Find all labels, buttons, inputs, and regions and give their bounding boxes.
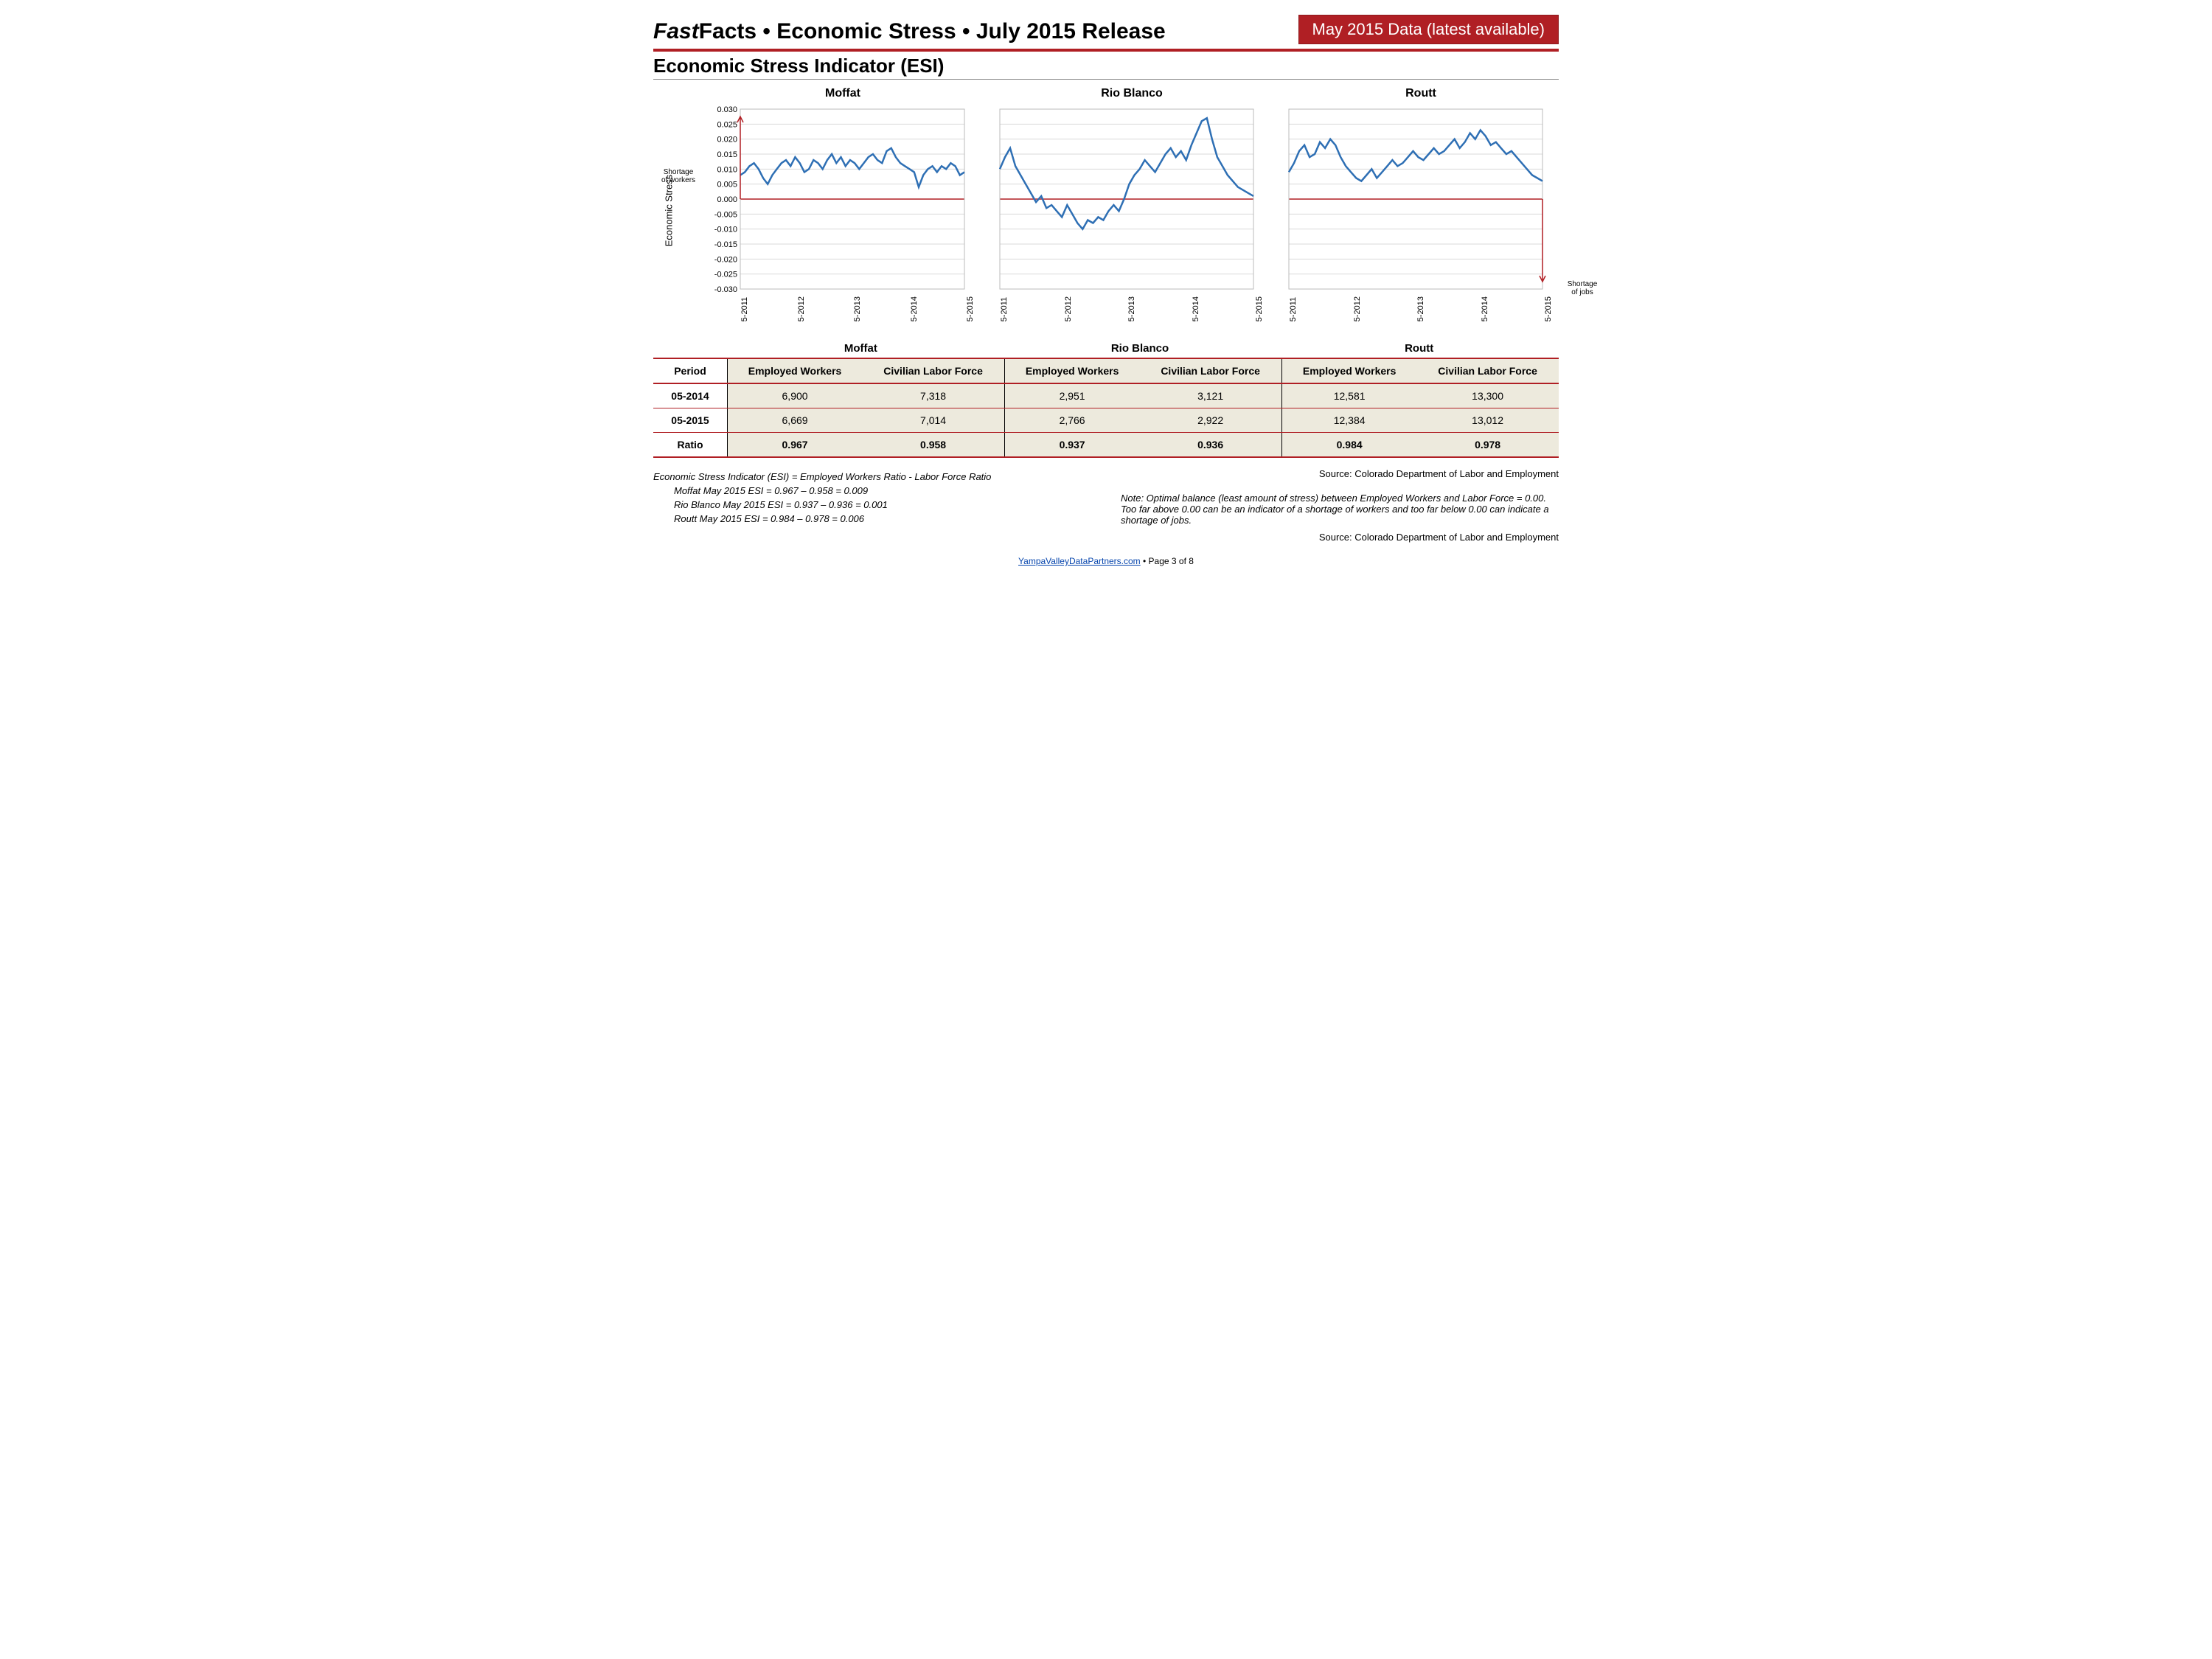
table-source: Source: Colorado Department of Labor and… <box>1121 468 1559 479</box>
esi-calc-rioblanco: Rio Blanco May 2015 ESI = 0.937 – 0.936 … <box>653 499 1091 510</box>
svg-text:0.015: 0.015 <box>717 150 737 159</box>
table-group-header: Routt <box>1279 339 1559 358</box>
footer-link[interactable]: YampaValleyDataPartners.com <box>1018 556 1141 566</box>
chart-title: Routt <box>1283 87 1559 100</box>
svg-text:0.030: 0.030 <box>717 105 737 114</box>
svg-text:0.010: 0.010 <box>717 165 737 174</box>
chart-panel-rio-blanco: Rio Blanco5-20115-20125-20135-20145-2015 <box>994 87 1270 321</box>
table-period-header: Period <box>653 358 728 383</box>
table-row: 05-20146,9007,3182,9513,12112,58113,300 <box>653 383 1559 408</box>
svg-text:0.005: 0.005 <box>717 181 737 189</box>
chart-title: Rio Blanco <box>994 87 1270 100</box>
svg-text:0.025: 0.025 <box>717 120 737 129</box>
table-col-header: Employed Workers <box>1282 358 1417 383</box>
svg-text:-0.030: -0.030 <box>714 285 737 294</box>
table-col-header: Civilian Labor Force <box>1139 358 1281 383</box>
page-footer: YampaValleyDataPartners.com • Page 3 of … <box>653 556 1559 566</box>
data-date-badge: May 2015 Data (latest available) <box>1298 15 1559 44</box>
axis-bottom-annot: Shortage of jobs <box>1562 280 1603 296</box>
subtitle: Economic Stress Indicator (ESI) <box>653 55 1559 77</box>
table-col-header: Civilian Labor Force <box>862 358 1004 383</box>
page-source: Source: Colorado Department of Labor and… <box>653 532 1559 543</box>
svg-text:-0.020: -0.020 <box>714 255 737 264</box>
header-rule <box>653 49 1559 52</box>
footer-page: • Page 3 of 8 <box>1141 556 1194 566</box>
table-group-header: Rio Blanco <box>1001 339 1280 358</box>
title-fast: Fast <box>653 19 699 44</box>
chart-title: Moffat <box>705 87 981 100</box>
title-topic: Economic Stress <box>776 19 956 44</box>
esi-formula: Economic Stress Indicator (ESI) = Employ… <box>653 471 1091 482</box>
y-axis-label: Economic Stress <box>663 175 674 247</box>
svg-text:0.020: 0.020 <box>717 136 737 145</box>
table-group-header: Moffat <box>721 339 1001 358</box>
svg-text:-0.005: -0.005 <box>714 210 737 219</box>
table-col-header: Civilian Labor Force <box>1416 358 1559 383</box>
table-col-header: Employed Workers <box>1005 358 1140 383</box>
esi-calc-moffat: Moffat May 2015 ESI = 0.967 – 0.958 = 0.… <box>653 485 1091 496</box>
svg-text:-0.010: -0.010 <box>714 226 737 234</box>
table-ratio-row: Ratio0.9670.9580.9370.9360.9840.978 <box>653 433 1559 458</box>
subtitle-rule <box>653 79 1559 80</box>
table-row: 05-20156,6697,0142,7662,92212,38413,012 <box>653 408 1559 433</box>
svg-text:0.000: 0.000 <box>717 195 737 204</box>
svg-text:-0.015: -0.015 <box>714 240 737 249</box>
esi-calc-routt: Routt May 2015 ESI = 0.984 – 0.978 = 0.0… <box>653 513 1091 524</box>
data-table: PeriodEmployed WorkersCivilian Labor For… <box>653 358 1559 458</box>
chart-panel-moffat: Moffat 0.030 0.025 0.020 0.015 0.010 0.005 0.00… <box>705 87 981 321</box>
page-title: FastFacts • Economic Stress • July 2015 … <box>653 19 1166 44</box>
title-facts: Facts <box>699 19 757 44</box>
table-col-header: Employed Workers <box>728 358 863 383</box>
esi-note: Note: Optimal balance (least amount of s… <box>1121 493 1559 526</box>
chart-panel-routt: Routt5-20115-20125-20135-20145-2015Short… <box>1283 87 1559 321</box>
svg-text:-0.025: -0.025 <box>714 271 737 279</box>
title-release: July 2015 Release <box>976 19 1166 44</box>
